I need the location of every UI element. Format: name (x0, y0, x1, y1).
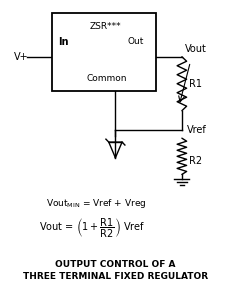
Text: R1: R1 (189, 79, 203, 89)
Text: R2: R2 (189, 156, 203, 166)
Bar (52, 13, 156, 91)
Text: Vout: Vout (185, 44, 207, 54)
Text: In: In (58, 37, 69, 47)
Text: V+: V+ (14, 52, 28, 62)
Text: Common: Common (87, 74, 128, 83)
Text: Vout$_{\mathsf{MIN}}$ = Vref + Vreg: Vout$_{\mathsf{MIN}}$ = Vref + Vreg (46, 197, 147, 210)
Text: Out: Out (128, 37, 144, 46)
Text: ZSR***: ZSR*** (90, 22, 122, 31)
Text: Vout = $\left(1+\dfrac{\mathsf{R1}}{\mathsf{R2}}\right)$ Vref: Vout = $\left(1+\dfrac{\mathsf{R1}}{\mat… (40, 217, 146, 240)
Text: THREE TERMINAL FIXED REGULATOR: THREE TERMINAL FIXED REGULATOR (23, 272, 208, 280)
Text: Vref: Vref (187, 125, 206, 135)
Text: OUTPUT CONTROL OF A: OUTPUT CONTROL OF A (55, 260, 176, 269)
